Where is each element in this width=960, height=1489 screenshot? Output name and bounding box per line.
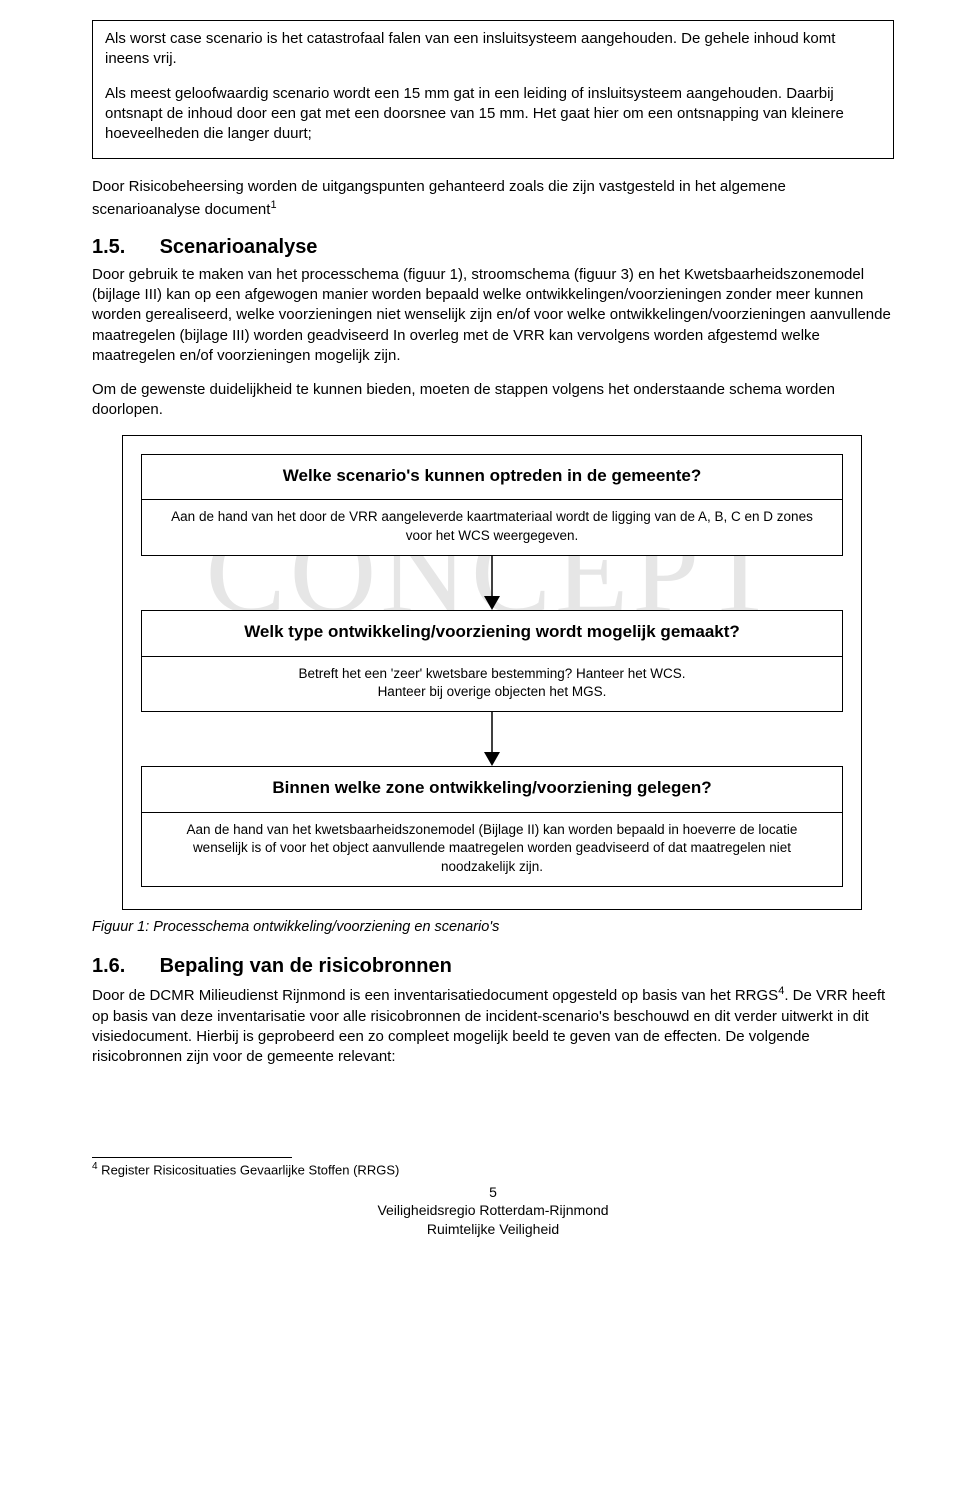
flow-block-3-desc: Aan de hand van het kwetsbaarheidszonemo…: [142, 813, 842, 886]
flow-block-3: Binnen welke zone ontwikkeling/voorzieni…: [141, 766, 843, 887]
page-number: 5: [92, 1183, 894, 1201]
heading-1-5: 1.5. Scenarioanalyse: [92, 234, 894, 261]
heading-1-5-title: Scenarioanalyse: [160, 236, 318, 258]
flow-block-2-desc: Betreft het een 'zeer' kwetsbare bestemm…: [142, 657, 842, 711]
flow-block-2-title: Welk type ontwikkeling/voorziening wordt…: [142, 611, 842, 657]
heading-1-6-title: Bepaling van de risicobronnen: [160, 955, 452, 977]
heading-1-6: 1.6. Bepaling van de risicobronnen: [92, 953, 894, 980]
flow-block-1: Welke scenario's kunnen optreden in de g…: [141, 454, 843, 556]
box-paragraph-2: Als meest geloofwaardig scenario wordt e…: [105, 84, 881, 145]
footer-line-2: Ruimtelijke Veiligheid: [92, 1220, 894, 1238]
flow-block-2: Welk type ontwikkeling/voorziening wordt…: [141, 610, 843, 712]
footer-line-1: Veiligheidsregio Rotterdam-Rijnmond: [92, 1201, 894, 1219]
footnote-rule: [92, 1157, 292, 1158]
footnote-ref-1: 1: [270, 199, 276, 211]
s15-paragraph-2: Om de gewenste duidelijkheid te kunnen b…: [92, 380, 894, 421]
heading-1-6-num: 1.6.: [92, 953, 154, 980]
box-paragraph-1: Als worst case scenario is het catastrof…: [105, 29, 881, 70]
s15-paragraph-1: Door gebruik te maken van het processche…: [92, 265, 894, 366]
footnote-4: 4 Register Risicosituaties Gevaarlijke S…: [92, 1160, 894, 1179]
heading-1-5-num: 1.5.: [92, 234, 154, 261]
s16-p1a: Door de DCMR Milieudienst Rijnmond is ee…: [92, 987, 778, 1004]
flow-arrow-1: [141, 556, 843, 610]
page-footer: 5 Veiligheidsregio Rotterdam-Rijnmond Ru…: [92, 1183, 894, 1238]
scenario-box: Als worst case scenario is het catastrof…: [92, 20, 894, 159]
footnote-4-text: Register Risicosituaties Gevaarlijke Sto…: [98, 1163, 400, 1178]
flow-block-1-desc: Aan de hand van het door de VRR aangelev…: [142, 500, 842, 554]
intro-text: Door Risicobeheersing worden de uitgangs…: [92, 178, 786, 217]
flow-arrow-2: [141, 712, 843, 766]
intro-paragraph: Door Risicobeheersing worden de uitgangs…: [92, 177, 894, 220]
flow-block-3-title: Binnen welke zone ontwikkeling/voorzieni…: [142, 767, 842, 813]
figure-1-caption: Figuur 1: Processchema ontwikkeling/voor…: [92, 918, 894, 938]
flow-block-1-title: Welke scenario's kunnen optreden in de g…: [142, 455, 842, 501]
flowchart-container: Welke scenario's kunnen optreden in de g…: [122, 435, 862, 910]
s16-paragraph-1: Door de DCMR Milieudienst Rijnmond is ee…: [92, 984, 894, 1067]
